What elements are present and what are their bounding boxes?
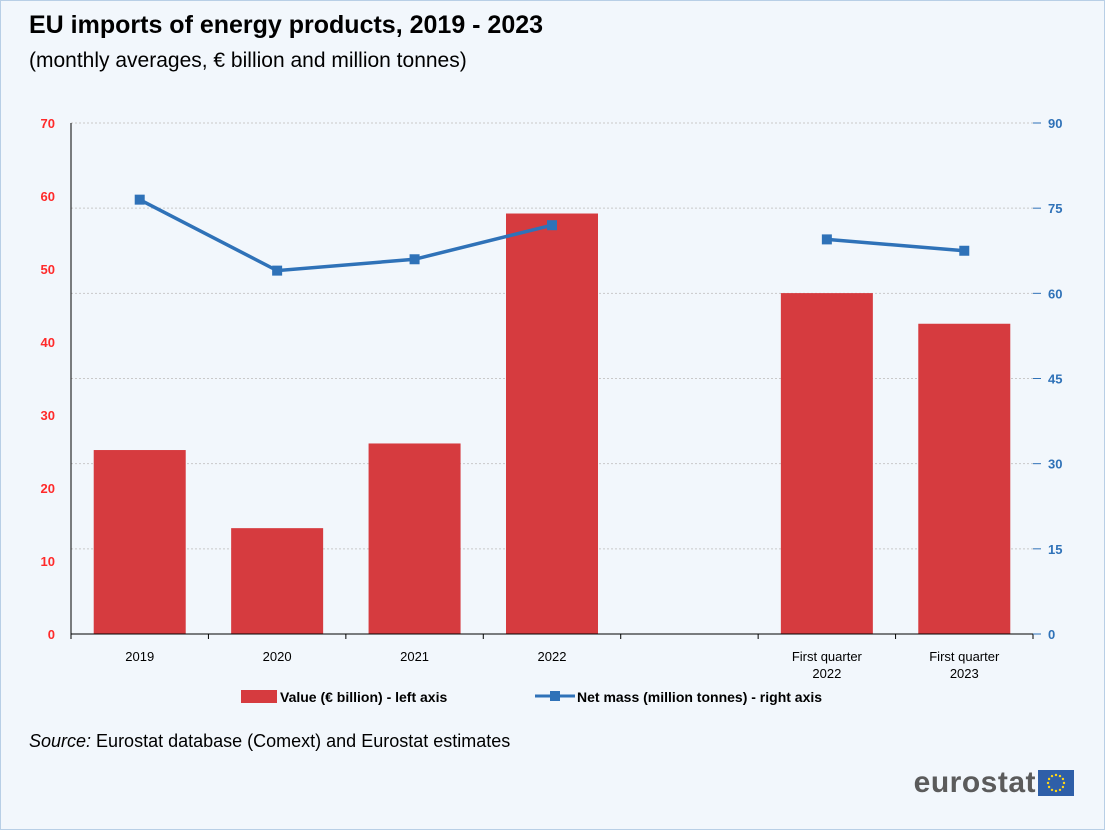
bar — [94, 450, 186, 634]
line-segment — [140, 200, 552, 271]
source-label: Source: — [29, 731, 91, 751]
legend-label-value: Value (€ billion) - left axis — [280, 689, 447, 705]
x-tick-label: 2022 — [538, 649, 567, 664]
x-tick-label: First quarter — [929, 649, 1000, 664]
x-tick-label: 2021 — [400, 649, 429, 664]
x-axis-ticks: 2019 2020 2021 2022 First quarter 2022 First q… — [125, 649, 1000, 681]
flag-star — [1048, 786, 1050, 788]
x-tick-label: 2020 — [263, 649, 292, 664]
line-point — [272, 266, 282, 276]
x-tick-label: 2019 — [125, 649, 154, 664]
legend-swatch-value — [241, 690, 277, 703]
left-tick-label: 50 — [41, 262, 55, 277]
right-tick-label: 0 — [1048, 627, 1055, 642]
flag-star — [1051, 775, 1053, 777]
source-note: Source: Eurostat database (Comext) and E… — [29, 731, 510, 752]
left-tick-label: 40 — [41, 335, 55, 350]
right-tick-label: 30 — [1048, 457, 1062, 472]
left-axis-ticks: 0 10 20 30 40 50 60 70 — [41, 116, 55, 642]
line-point — [822, 234, 832, 244]
left-tick-label: 0 — [48, 627, 55, 642]
flag-star — [1062, 786, 1064, 788]
right-tick-label: 75 — [1048, 201, 1062, 216]
bar — [231, 528, 323, 634]
flag-star — [1048, 778, 1050, 780]
flag-star — [1062, 778, 1064, 780]
right-tick-label: 90 — [1048, 116, 1062, 131]
right-tick-label: 45 — [1048, 372, 1062, 387]
flag-star — [1059, 775, 1061, 777]
legend-swatch-marker — [550, 691, 560, 701]
x-tick-label: 2022 — [812, 666, 841, 681]
flag-star — [1055, 790, 1057, 792]
bar-series — [94, 214, 1011, 634]
legend: Value (€ billion) - left axis Net mass (m… — [241, 689, 822, 705]
bar — [918, 324, 1010, 634]
bar — [506, 214, 598, 634]
line-point — [135, 195, 145, 205]
eu-flag-icon — [1038, 770, 1074, 796]
bar — [781, 293, 873, 634]
flag-star — [1047, 782, 1049, 784]
right-axis-ticks: 0 15 30 45 60 75 90 — [1033, 116, 1062, 642]
bar — [369, 443, 461, 634]
source-text: Eurostat database (Comext) and Eurostat … — [91, 731, 510, 751]
flag-star — [1051, 789, 1053, 791]
line-point — [547, 220, 557, 230]
right-tick-label: 15 — [1048, 542, 1062, 557]
eurostat-logo: eurostat — [914, 766, 1074, 800]
flag-star — [1059, 789, 1061, 791]
x-tick-label: First quarter — [792, 649, 863, 664]
left-tick-label: 30 — [41, 408, 55, 423]
right-tick-label: 60 — [1048, 286, 1062, 301]
x-tick-label: 2023 — [950, 666, 979, 681]
left-tick-label: 20 — [41, 481, 55, 496]
line-point — [959, 246, 969, 256]
legend-label-net-mass: Net mass (million tonnes) - right axis — [577, 689, 822, 705]
line-point — [410, 254, 420, 264]
chart-frame: EU imports of energy products, 2019 - 20… — [0, 0, 1105, 830]
left-tick-label: 60 — [41, 189, 55, 204]
flag-star — [1063, 782, 1065, 784]
left-tick-label: 70 — [41, 116, 55, 131]
logo-text: eurostat — [914, 766, 1036, 800]
flag-star — [1055, 774, 1057, 776]
left-tick-label: 10 — [41, 554, 55, 569]
line-segment — [827, 239, 964, 250]
